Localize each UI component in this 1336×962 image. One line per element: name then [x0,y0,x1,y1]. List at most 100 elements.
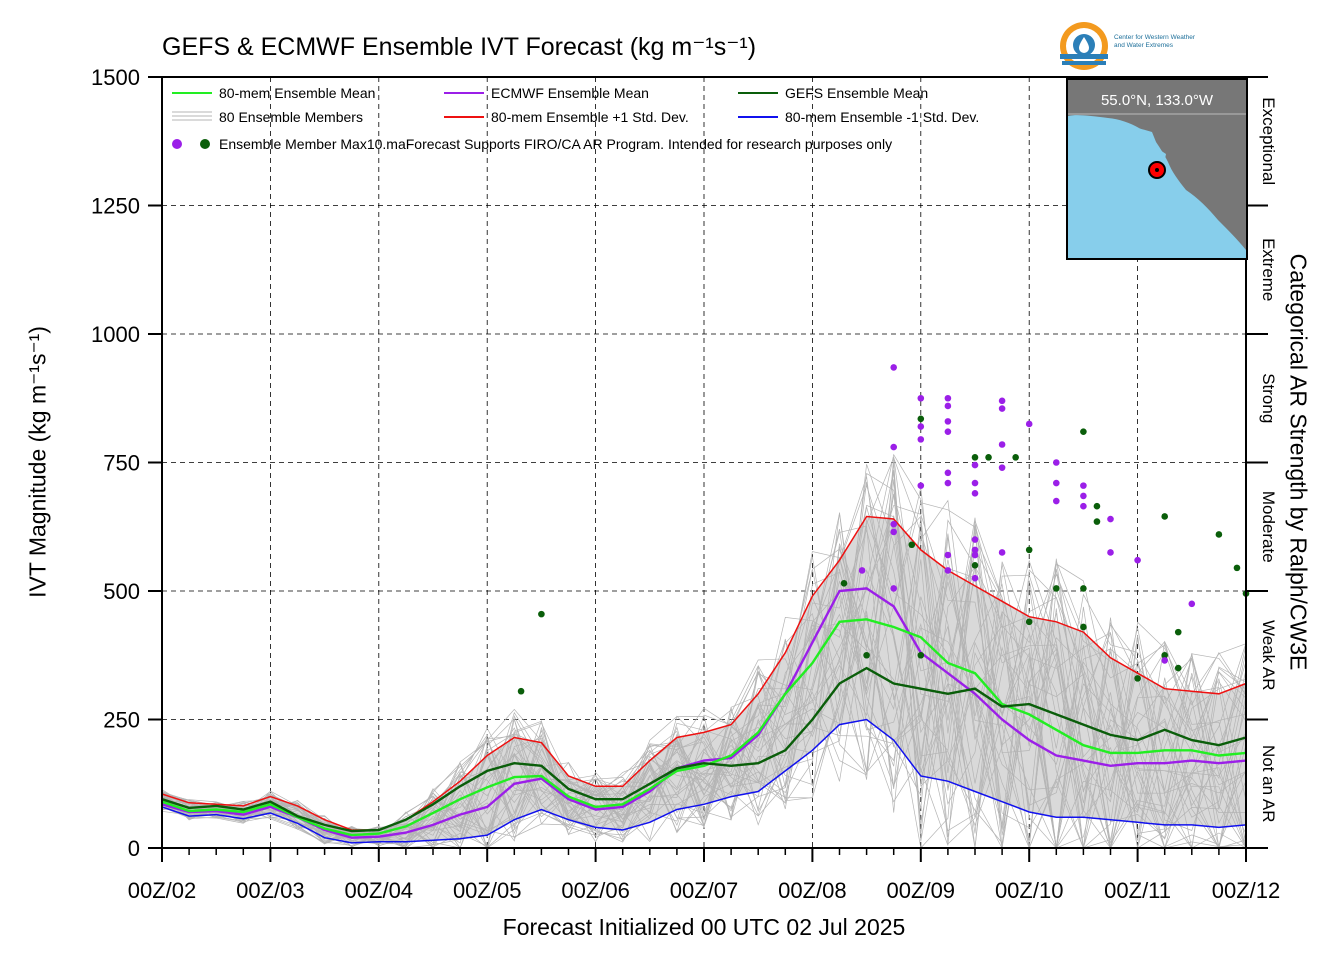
ensemble-member-line [161,559,1247,849]
x-tick-label: 00Z/06 [561,878,630,903]
member-max-point-ecmwf [944,551,952,559]
y-tick-label: 1000 [91,322,140,347]
member-max-point-gefs [517,687,525,695]
member-max-point-gefs [1012,454,1019,461]
member-max-point-ecmwf [944,402,952,410]
member-max-point-ecmwf [944,567,952,574]
member-max-point-gefs [1174,628,1182,636]
chart-title: GEFS & ECMWF Ensemble IVT Forecast (kg m… [162,33,757,61]
member-max-point-ecmwf [1107,549,1114,556]
member-max-point-ecmwf [1188,600,1196,608]
y-tick-label: 1500 [91,65,140,90]
member-max-point-ecmwf [944,428,952,435]
member-max-point-ecmwf [917,482,925,489]
member-max-point-gefs [538,610,545,618]
category-label: Not an AR [1259,745,1278,823]
member-max-point-ecmwf [890,364,897,371]
legend-label-gefs: GEFS Ensemble Mean [785,85,928,101]
member-max-point-ecmwf [890,443,897,451]
series-line-plus_std [161,515,1247,831]
member-max-point-ecmwf [998,464,1006,471]
member-max-point-gefs [971,454,979,461]
member-max-point-gefs [917,651,925,659]
legend-dot-ecmwf [172,139,182,149]
member-max-point-gefs [1134,675,1141,682]
cw3e-logo-text: Center for Western Weather and Water Ext… [1114,34,1195,50]
y-axis-label: IVT Magnitude (kg m⁻¹s⁻¹) [24,326,51,598]
series-line-ecmwf [161,587,1247,839]
member-max-point-ecmwf [1053,497,1060,505]
x-tick-label: 00Z/11 [1104,878,1171,903]
member-max-point-gefs [1215,531,1223,538]
category-label: Moderate [1259,491,1278,563]
member-max-point-ecmwf [858,567,866,574]
ensemble-spread-band [162,516,1246,843]
ensemble-member-line [161,528,1247,849]
legend-note: Ensemble Member Max10.maForecast Support… [219,136,892,152]
member-max-point-ecmwf [944,418,952,425]
member-max-point-ecmwf [890,520,897,528]
member-max-point-ecmwf [998,549,1006,556]
cw3e-emblem-icon [1060,22,1108,70]
inset-coordinates: 55.0°N, 133.0°W [1100,92,1214,109]
cw3e-logo: Center for Western Weather and Water Ext… [1058,20,1238,72]
member-max-point-gefs [1093,518,1101,525]
axes: 0 250 500 750 1000 1250 1500 00Z/02 00Z/03 00Z/04… [91,65,1280,903]
x-tick-label: 00Z/08 [778,878,847,903]
member-max-point-ecmwf [971,461,979,469]
member-max-point-ecmwf [1080,502,1087,510]
member-max-point-gefs [1080,623,1087,631]
member-max-point-ecmwf [1025,420,1033,428]
member-max-point-ecmwf [1053,479,1060,487]
legend-label-ecmwf: ECMWF Ensemble Mean [491,85,649,101]
legend-label-mean80: 80-mem Ensemble Mean [219,85,375,101]
member-max-point-ecmwf [944,394,952,402]
member-max-point-ecmwf [917,423,925,430]
legend-note-text: 10.maForecast Supports FIRO/CA AR Progra… [367,136,892,152]
x-tick-label: 00Z/10 [995,878,1064,903]
member-max-point-ecmwf [971,479,979,487]
y-tick-label: 500 [103,579,140,604]
member-max-point-gefs [1025,618,1033,626]
member-max-point-ecmwf [1134,556,1141,564]
member-max-point-gefs [1080,428,1087,435]
member-max-point-ecmwf [1161,657,1168,664]
logo-text-line2: and Water Extremes [1114,42,1174,49]
member-max-point-ecmwf [971,536,979,543]
member-max-point-gefs [1161,513,1168,520]
member-max-point-gefs [1233,564,1241,572]
category-label: Exceptional [1259,97,1278,185]
x-axis-label: Forecast Initialized 00 UTC 02 Jul 2025 [502,914,906,940]
member-max-point-ecmwf [1080,492,1087,500]
legend-dot-gefs [200,139,210,149]
member-max-point-gefs [1053,585,1060,592]
member-max-point-gefs [1093,502,1101,510]
member-max-point-gefs [840,579,848,587]
member-max-points [517,364,1250,695]
ensemble-member-line [161,513,1247,849]
series-line-minus_std [161,718,1247,844]
member-max-point-ecmwf [944,469,952,477]
member-max-point-ecmwf [944,479,952,487]
member-max-point-ecmwf [971,546,979,554]
member-max-point-ecmwf [917,394,925,402]
member-max-point-ecmwf [1053,459,1060,466]
category-label: Weak AR [1259,620,1278,691]
member-max-point-ecmwf [971,551,979,559]
member-max-point-gefs [985,454,992,461]
y-tick-label: 250 [103,708,140,733]
member-max-point-ecmwf [1080,482,1087,489]
y-tick-label: 0 [128,836,140,861]
legend: 80-mem Ensemble Mean 80 Ensemble Members… [172,85,979,152]
category-label: Strong [1259,373,1278,423]
y-tick-label: 1250 [91,194,140,219]
x-tick-label: 00Z/04 [345,878,414,903]
member-max-point-ecmwf [998,397,1006,405]
legend-label-minus-std: 80-mem Ensemble -1 Std. Dev. [785,109,979,125]
x-tick-label: 00Z/02 [128,878,197,903]
series-lines [161,515,1247,844]
member-max-point-gefs [1174,664,1182,672]
x-tick-label: 00Z/09 [887,878,956,903]
category-label: Extreme [1259,238,1278,301]
